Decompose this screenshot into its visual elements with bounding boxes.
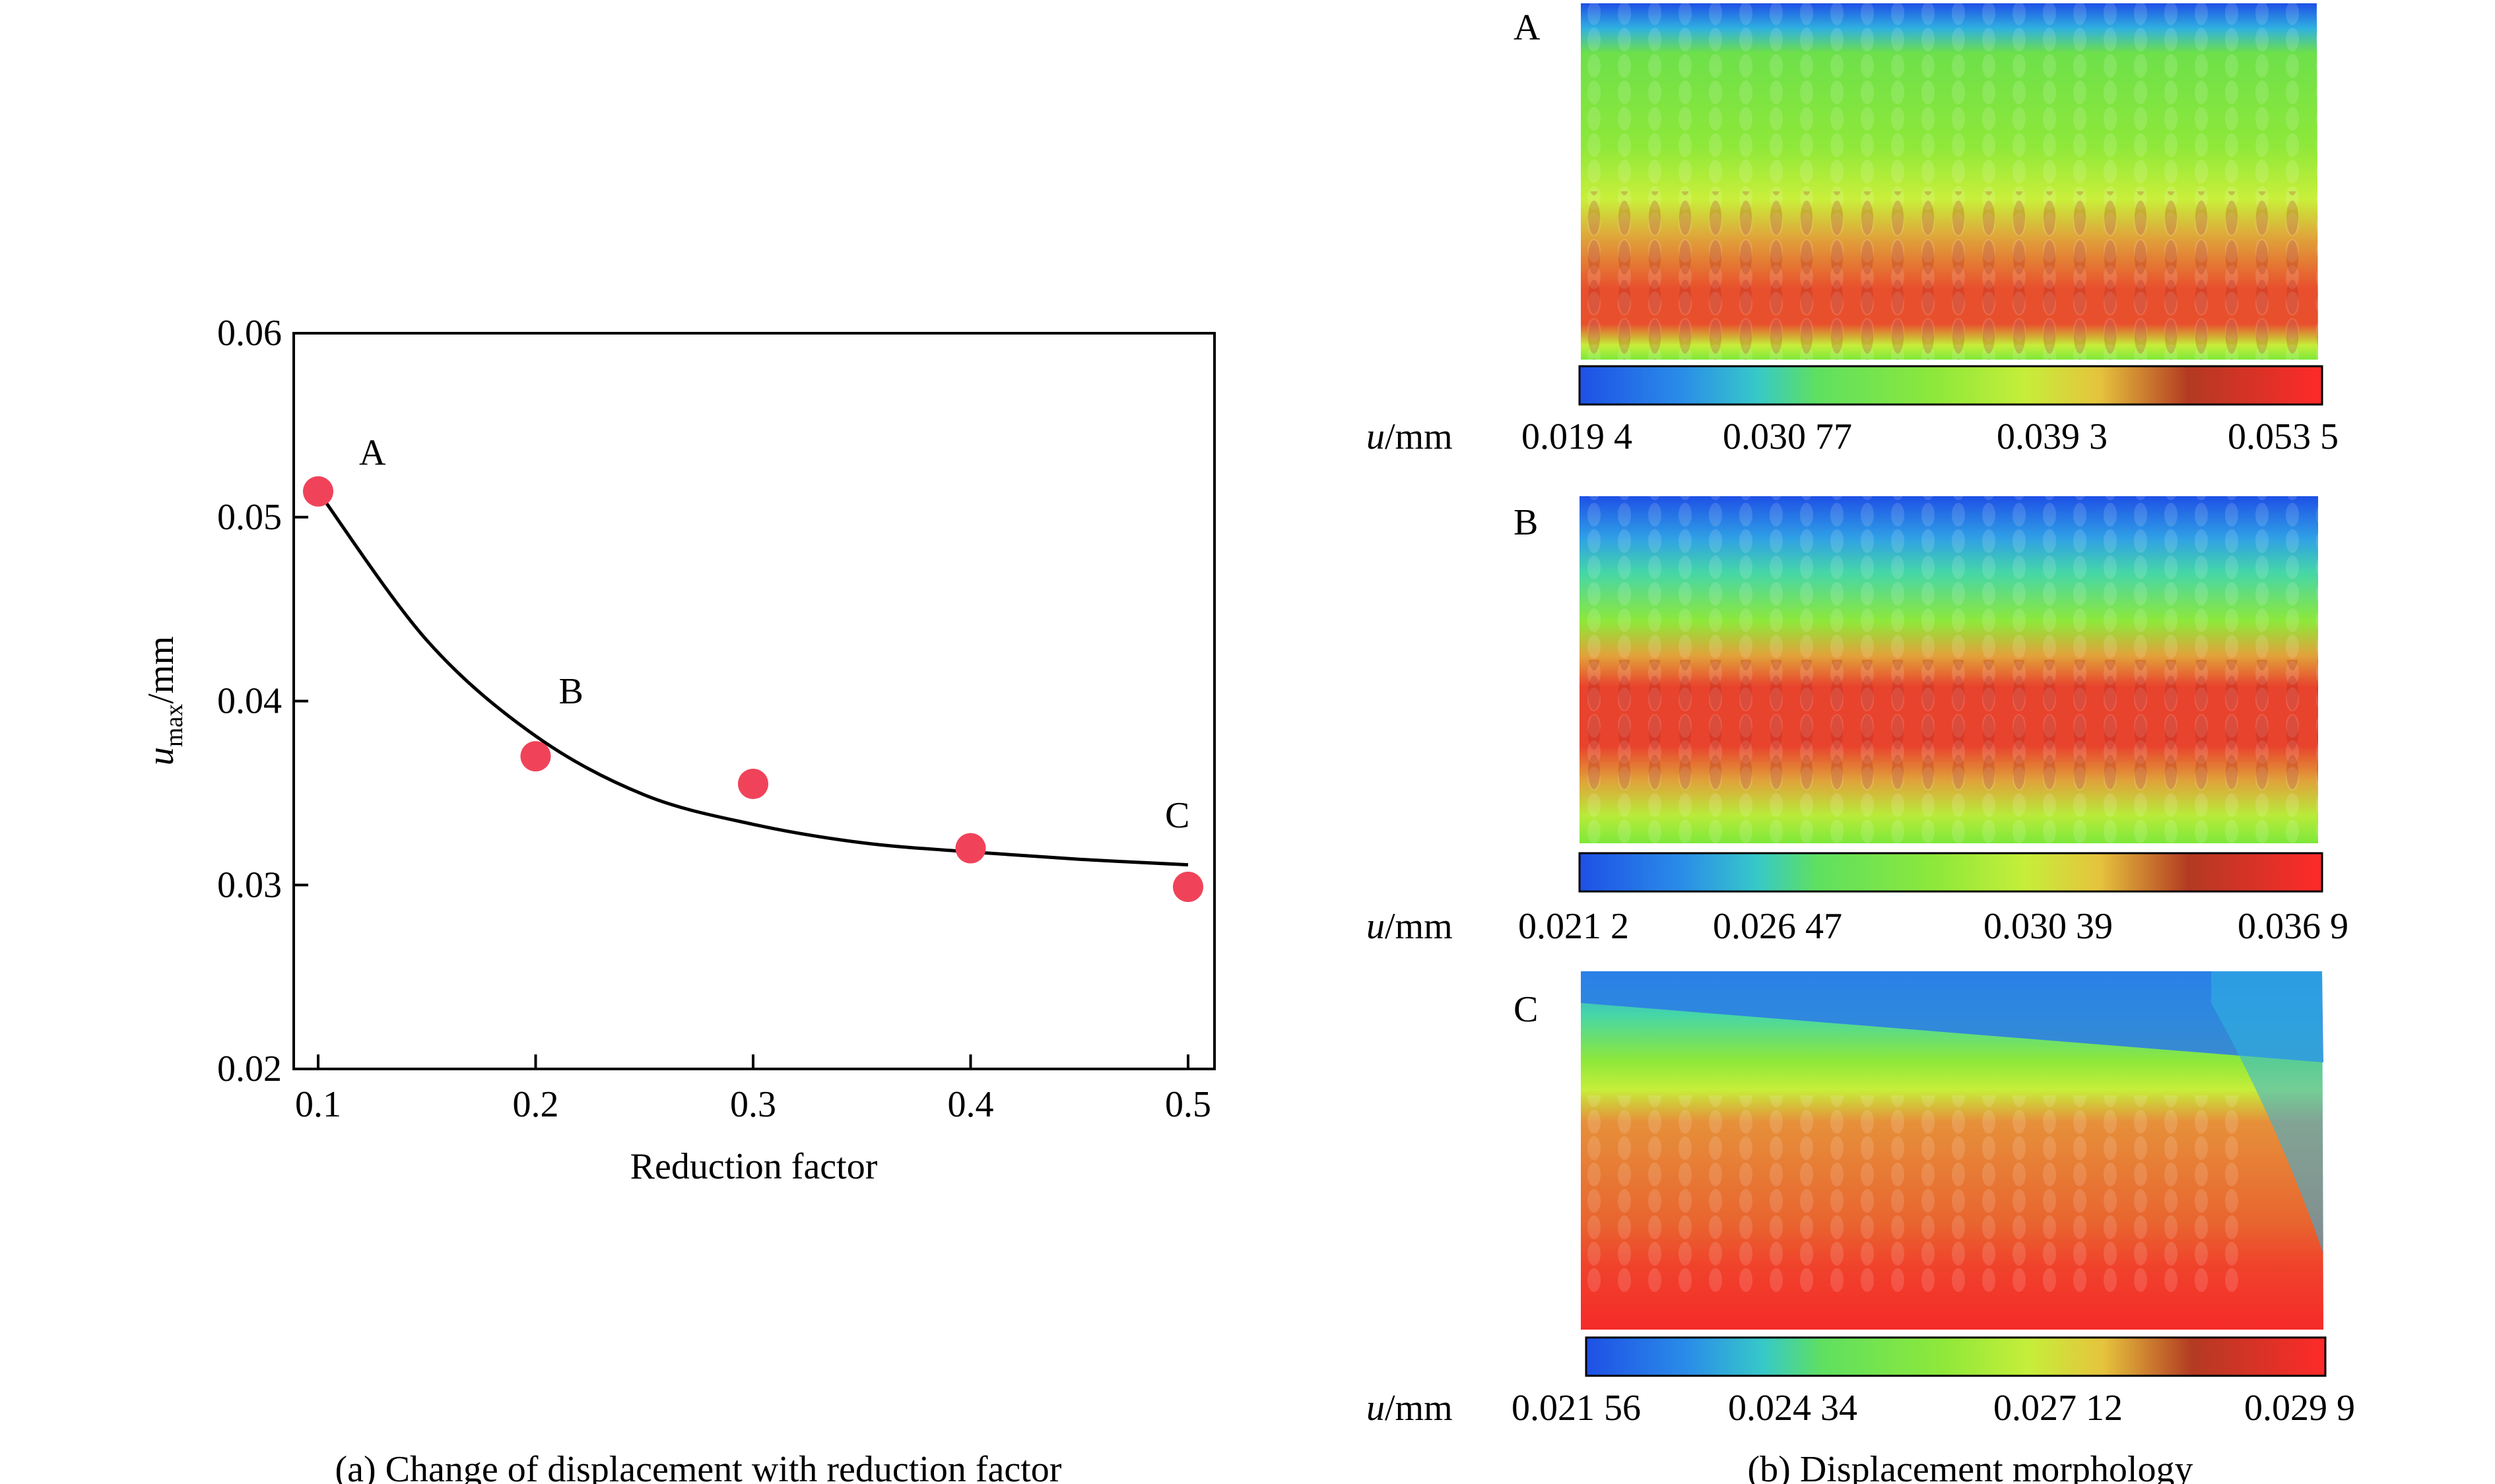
panel-label-b: B [1514,502,1538,543]
contour-field-a [1581,3,2318,360]
y-tick-label: 0.06 [217,313,282,354]
y-axis-label: umax/mm [141,636,188,765]
colorbar-b-tick-3: 0.030 39 [1983,906,2113,947]
x-tick-label: 0.3 [730,1084,776,1125]
data-point [303,476,333,507]
data-point [955,833,986,864]
colorbar-a-tick-1: 0.019 4 [1521,416,1632,457]
x-tick-label: 0.1 [295,1084,341,1125]
y-tick-label: 0.04 [217,681,282,722]
colorbar-c-tick-2: 0.024 34 [1728,1388,1857,1429]
plot-frame [292,332,1216,1070]
y-tick-label: 0.03 [217,864,282,905]
colorbar-a-tick-3: 0.039 3 [1997,416,2108,457]
y-tick-label: 0.02 [217,1048,282,1089]
x-tick-label: 0.5 [1165,1084,1211,1125]
data-point [1173,872,1203,903]
colorbar-c-tick-1: 0.021 56 [1512,1388,1641,1429]
data-point [520,741,551,772]
point-label-b: B [559,671,583,712]
colorbar-unit-a: u/mm [1366,416,1453,457]
x-tick-label: 0.4 [948,1084,994,1125]
colorbar-b-tick-1: 0.021 2 [1518,906,1629,947]
fit-curve [316,490,1189,867]
x-axis-label: Reduction factor [630,1146,878,1187]
caption-b: (b) Displacement morphology [1748,1449,2193,1484]
colorbar-c-tick-3: 0.027 12 [1993,1388,2123,1429]
contour-field-b [1580,496,2318,843]
colorbar-c [1585,1336,2327,1377]
panel-label-c: C [1514,989,1538,1030]
x-tick-label: 0.2 [513,1084,559,1125]
colorbar-unit-b: u/mm [1366,906,1453,947]
colorbar-c-tick-4: 0.029 9 [2244,1388,2355,1429]
colorbar-a-tick-2: 0.030 77 [1723,416,1852,457]
colorbar-b-tick-2: 0.026 47 [1713,906,1842,947]
colorbar-a [1578,365,2323,406]
point-label-c: C [1165,795,1189,836]
colorbar-b [1578,852,2323,893]
point-label-a: A [359,433,386,474]
y-tick-label: 0.05 [217,497,282,538]
caption-a: (a) Change of displacement with reductio… [335,1449,1062,1484]
data-point [738,768,768,799]
displacement-morphology: A u/mm 0.019 4 0.030 77 0.039 3 0.053 5 … [1366,3,2355,1484]
colorbar-a-tick-4: 0.053 5 [2228,416,2339,457]
colorbar-b-tick-4: 0.036 9 [2238,906,2348,947]
contour-field-c [1581,971,2323,1330]
panel-label-a: A [1514,7,1541,48]
displacement-vs-reduction-chart: 0.02 0.03 0.04 0.05 0.06 0.1 0.2 0.3 0.4 0.5 A B C… [141,313,1216,1484]
colorbar-unit-c: u/mm [1366,1388,1453,1429]
